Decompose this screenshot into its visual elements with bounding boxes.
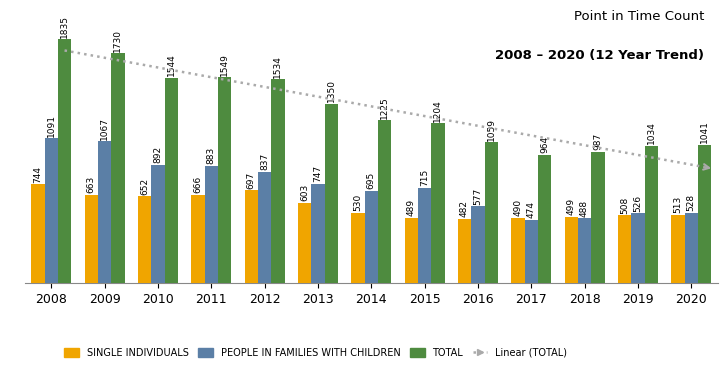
- Bar: [204, 166, 218, 283]
- Text: Point in Time Count: Point in Time Count: [573, 10, 704, 23]
- Bar: [258, 172, 271, 283]
- Bar: [151, 164, 165, 283]
- Text: 715: 715: [420, 169, 429, 186]
- Text: 1835: 1835: [60, 15, 69, 38]
- Text: 964: 964: [540, 136, 549, 153]
- Text: 1350: 1350: [326, 79, 336, 102]
- Bar: [84, 195, 98, 283]
- Text: 526: 526: [633, 195, 643, 211]
- Text: 490: 490: [513, 199, 522, 216]
- Bar: [471, 206, 484, 283]
- Text: 508: 508: [620, 197, 629, 214]
- Bar: [271, 79, 284, 283]
- Bar: [98, 141, 111, 283]
- Bar: [418, 188, 431, 283]
- Text: 474: 474: [526, 201, 536, 218]
- Bar: [578, 218, 591, 283]
- Text: 1041: 1041: [700, 120, 709, 143]
- Text: 2008 – 2020 (12 Year Trend): 2008 – 2020 (12 Year Trend): [495, 49, 704, 62]
- Text: 987: 987: [593, 133, 602, 150]
- Bar: [218, 77, 231, 283]
- Text: 513: 513: [674, 196, 682, 213]
- Legend: SINGLE INDIVIDUALS, PEOPLE IN FAMILIES WITH CHILDREN, TOTAL, Linear (TOTAL): SINGLE INDIVIDUALS, PEOPLE IN FAMILIES W…: [61, 344, 571, 362]
- Bar: [111, 53, 124, 283]
- Bar: [645, 146, 658, 283]
- Text: 1091: 1091: [47, 113, 56, 137]
- Text: 603: 603: [300, 184, 309, 201]
- Bar: [191, 195, 204, 283]
- Text: 1549: 1549: [220, 53, 229, 76]
- Bar: [524, 220, 538, 283]
- Bar: [431, 123, 445, 283]
- Bar: [538, 155, 551, 283]
- Bar: [698, 145, 711, 283]
- Text: 1225: 1225: [380, 96, 389, 119]
- Bar: [311, 184, 324, 283]
- Text: 1034: 1034: [647, 121, 656, 144]
- Text: 652: 652: [140, 178, 149, 195]
- Text: 530: 530: [353, 194, 362, 211]
- Text: 695: 695: [367, 172, 375, 189]
- Text: 577: 577: [474, 188, 482, 205]
- Bar: [45, 138, 58, 283]
- Bar: [631, 213, 645, 283]
- Text: 1067: 1067: [100, 117, 109, 140]
- Text: 744: 744: [33, 166, 43, 182]
- Bar: [365, 191, 378, 283]
- Bar: [591, 152, 604, 283]
- Text: 747: 747: [313, 165, 322, 182]
- Bar: [58, 39, 71, 283]
- Bar: [351, 212, 365, 283]
- Bar: [378, 120, 391, 283]
- Bar: [404, 218, 418, 283]
- Text: 1059: 1059: [487, 118, 496, 141]
- Bar: [565, 217, 578, 283]
- Bar: [138, 196, 151, 283]
- Text: 1544: 1544: [167, 54, 175, 76]
- Bar: [618, 215, 631, 283]
- Text: 663: 663: [87, 176, 96, 193]
- Bar: [245, 190, 258, 283]
- Bar: [458, 219, 471, 283]
- Text: 488: 488: [580, 199, 589, 217]
- Text: 1730: 1730: [113, 29, 122, 52]
- Bar: [511, 218, 524, 283]
- Bar: [684, 213, 698, 283]
- Text: 499: 499: [567, 198, 575, 215]
- Bar: [484, 142, 498, 283]
- Text: 697: 697: [247, 171, 256, 189]
- Text: 883: 883: [206, 147, 216, 164]
- Text: 489: 489: [406, 199, 416, 217]
- Text: 528: 528: [687, 194, 696, 211]
- Text: 666: 666: [193, 176, 202, 193]
- Text: 837: 837: [260, 153, 269, 170]
- Bar: [165, 78, 178, 283]
- Bar: [324, 104, 338, 283]
- Text: 482: 482: [460, 200, 469, 217]
- Bar: [671, 215, 684, 283]
- Text: 892: 892: [153, 146, 162, 163]
- Text: 1204: 1204: [433, 99, 443, 121]
- Bar: [31, 184, 45, 283]
- Bar: [298, 203, 311, 283]
- Text: 1534: 1534: [274, 55, 282, 78]
